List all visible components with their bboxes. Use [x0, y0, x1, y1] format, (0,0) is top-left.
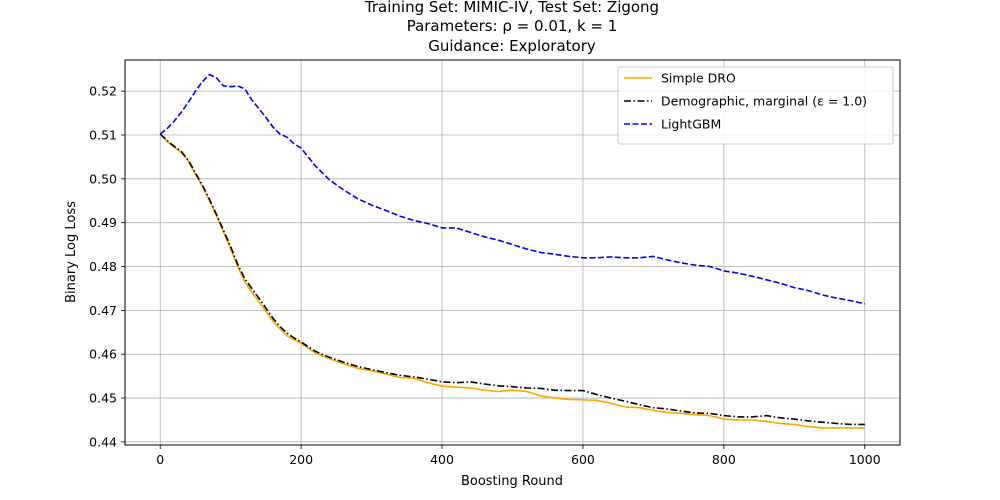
y-tick-label: 0.46: [89, 347, 117, 362]
title-line-2: Parameters: ρ = 0.01, k = 1: [407, 17, 618, 35]
y-tick-label: 0.45: [89, 391, 117, 406]
x-tick-label: 1000: [849, 452, 881, 467]
series-line-2: [159, 133, 865, 426]
plot-area-frame: [124, 59, 901, 446]
chart-title: Training Set: MIMIC-IV, Test Set: Zigong…: [364, 0, 659, 55]
y-tick-label: 0.51: [89, 127, 117, 142]
legend-label: Simple DRO: [661, 71, 736, 86]
title-line-1: Training Set: MIMIC-IV, Test Set: Zigong: [364, 0, 659, 16]
title-line-3: Guidance: Exploratory: [428, 37, 596, 55]
legend: Simple DRO Demographic, marginal (ε = 1.0…: [617, 66, 894, 145]
legend-label: LightGBM: [661, 117, 721, 132]
plot-series: [159, 73, 865, 429]
y-tick-label: 0.52: [89, 84, 117, 99]
y-tick-label: 0.48: [89, 259, 117, 274]
y-tick-label: 0.44: [89, 434, 117, 449]
y-axis-label: Binary Log Loss: [64, 201, 79, 303]
series-line-1: [159, 133, 865, 429]
x-axis-label: Boosting Round: [461, 474, 563, 489]
y-tick-label: 0.49: [89, 215, 117, 230]
x-tick-label: 200: [289, 452, 313, 467]
y-tick-label: 0.47: [89, 303, 117, 318]
legend-label: Demographic, marginal (ε = 1.0): [661, 94, 867, 109]
x-tick-label: 0: [156, 452, 164, 467]
x-tick-label: 600: [571, 452, 595, 467]
x-tick-label: 400: [430, 452, 454, 467]
series-line-3: [159, 73, 865, 305]
x-tick-label: 800: [712, 452, 736, 467]
y-tick-label: 0.50: [89, 171, 117, 186]
axis-ticks: 0 200 400 600 800 1000 0.44 0.45 0.46 0.47 0.48 0.4…: [89, 84, 881, 467]
legend-box: [617, 66, 894, 145]
